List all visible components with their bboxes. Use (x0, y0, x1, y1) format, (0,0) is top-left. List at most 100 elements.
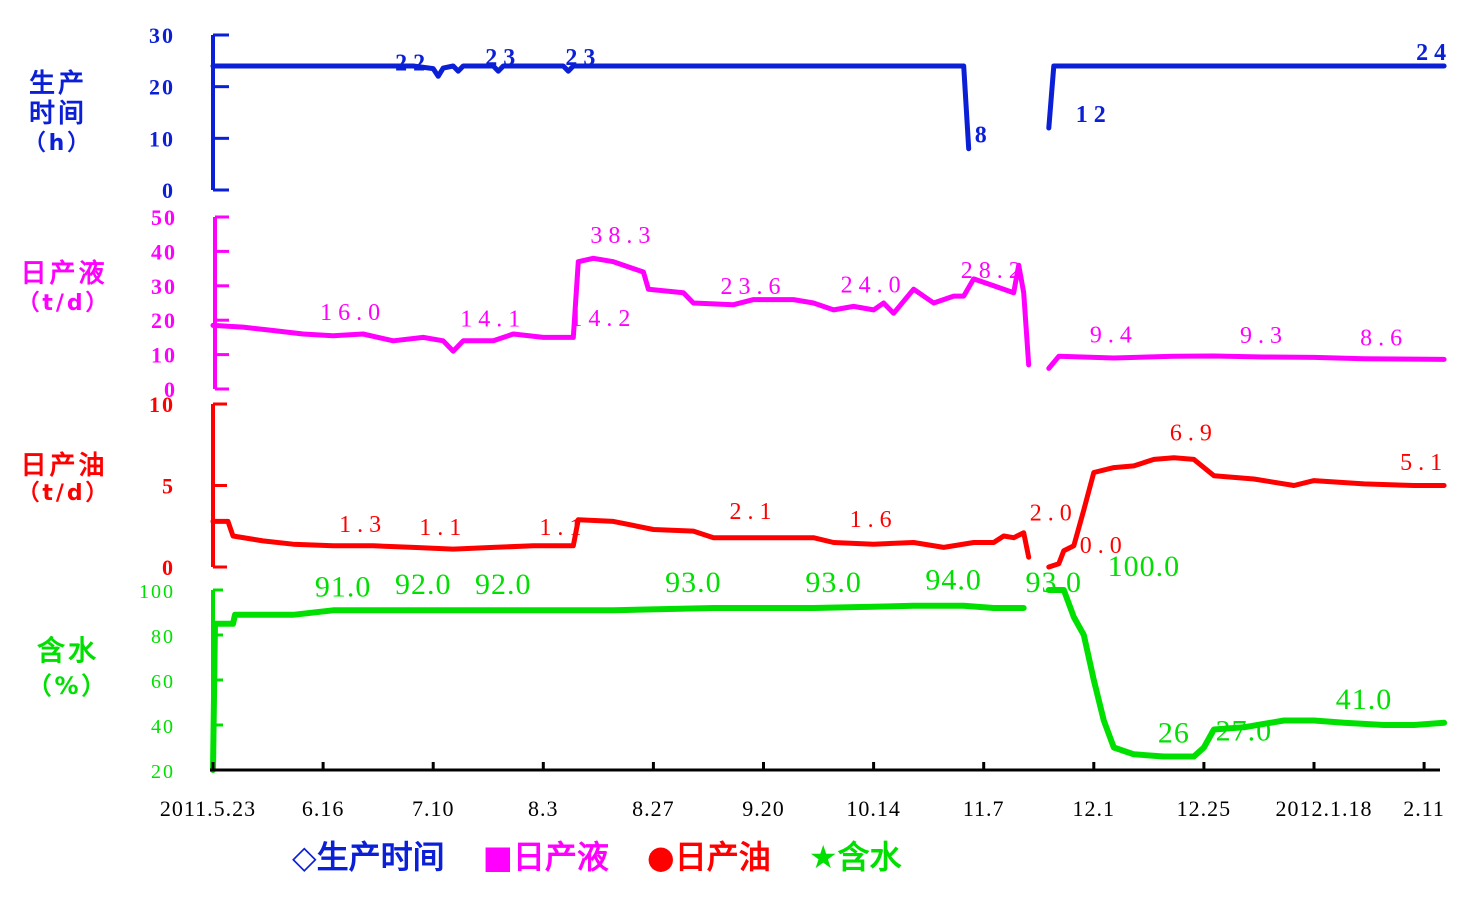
data-label-1-5: 24.0 (841, 272, 907, 298)
x-tick-label-2: 7.10 (412, 796, 455, 821)
legend-marker-liquid: ■ (482, 838, 513, 876)
data-label-1-7: 9.4 (1090, 323, 1138, 349)
panel-3: 100 80 60 40 20 含水 （%） 91.0 92.0 92.0 93.0 93.0 94.0… (27, 550, 1448, 783)
y-axis-title-2-0: 日产油 (20, 451, 107, 481)
data-label-2-0: 1.3 (339, 512, 387, 538)
data-label-1-6: 28.2 (961, 258, 1027, 284)
data-label-2-3: 2.1 (729, 499, 777, 525)
data-label-2-5: 2.0 (1030, 500, 1078, 526)
data-label-2-8: 5.1 (1400, 450, 1448, 476)
legend-marker-hours: ◇ (292, 838, 317, 876)
x-axis: 2011.5.23 6.16 7.10 8.3 8.27 9.20 10.14 11.7 12.… (160, 762, 1445, 821)
data-label-0-0: 22 (395, 50, 431, 76)
data-label-1-0: 16.0 (320, 300, 386, 326)
data-label-2-1: 1.1 (419, 515, 467, 541)
data-label-1-1: 14.1 (460, 306, 526, 332)
x-tick-label-0: 2011.5.23 (160, 796, 256, 821)
legend-label-oil: 日产油 (674, 838, 771, 876)
y-tick-label-0-1: 20 (149, 75, 175, 100)
series-2-segment-0 (210, 517, 1032, 560)
data-label-3-2: 92.0 (475, 568, 532, 601)
x-tick-label-4: 8.27 (632, 796, 675, 821)
y-tick-label-0-2: 10 (149, 126, 175, 151)
panel-1: 50 40 30 20 10 0 日产液（t/d） 16.0 14.1 38.3 14.2 23.6 2… (17, 205, 1447, 402)
y-axis-title-3-1: （%） (27, 672, 108, 700)
y-axis-title-3-0: 含水 (37, 634, 99, 667)
data-label-2-7: 6.9 (1170, 421, 1218, 447)
data-label-1-4: 23.6 (720, 274, 786, 300)
data-label-1-8: 9.3 (1240, 323, 1288, 349)
legend-label-water: 含水 (837, 838, 902, 876)
y-axis-title-1-1: （t/d） (17, 291, 110, 316)
y-axis-title-1-0: 日产液 (20, 259, 107, 289)
y-tick-label-1-3: 20 (151, 308, 177, 333)
data-label-1-2: 38.3 (590, 223, 656, 249)
data-label-3-4: 93.0 (805, 566, 862, 599)
legend-label-liquid: 日产液 (512, 838, 609, 876)
legend-marker-oil: ● (646, 838, 675, 876)
x-tick-label-8: 12.1 (1073, 796, 1116, 821)
y-tick-label-1-1: 40 (151, 239, 177, 264)
data-label-0-2: 23 (565, 45, 601, 71)
y-tick-label-3-2: 60 (151, 671, 175, 693)
y-tick-label-2-0: 10 (149, 392, 175, 417)
data-label-3-10: 41.0 (1336, 683, 1393, 716)
series-0-segment-0 (210, 63, 972, 152)
data-label-3-5: 94.0 (925, 564, 982, 597)
legend-item-hours: ◇生产时间 (292, 832, 445, 878)
x-tick-label-9: 12.25 (1177, 796, 1232, 821)
series-3-segment-1 (1045, 587, 1448, 760)
x-tick-label-5: 9.20 (742, 796, 785, 821)
series-1-segment-1 (1046, 353, 1447, 371)
y-tick-label-3-1: 80 (151, 626, 175, 648)
data-label-1-3: 14.2 (570, 306, 636, 332)
y-tick-label-3-4: 20 (151, 761, 175, 783)
y-axis-title-0-2: （h） (24, 131, 93, 156)
legend-item-oil: ●日产油 (647, 832, 771, 878)
y-tick-label-2-2: 0 (162, 555, 175, 580)
x-tick-label-11: 2.11 (1403, 796, 1445, 821)
panel-2: 10 5 0 日产油（t/d） 1.3 1.1 1.1 2.1 1.6 2.00.0 6.9 5.1 (17, 392, 1448, 580)
data-label-0-3: 8 (975, 123, 993, 149)
data-label-2-6: 0.0 (1080, 533, 1128, 559)
x-tick-label-6: 10.14 (846, 796, 901, 821)
legend-label-hours: 生产时间 (316, 838, 445, 876)
data-label-3-6: 93.0 (1026, 566, 1083, 599)
y-tick-label-1-4: 10 (151, 343, 177, 368)
data-label-0-5: 24 (1416, 40, 1452, 66)
y-tick-label-0-0: 30 (149, 23, 175, 48)
series-0-segment-1 (1046, 63, 1447, 131)
data-label-0-1: 23 (485, 45, 521, 71)
x-tick-label-3: 8.3 (528, 796, 559, 821)
y-axis-title-2-1: （t/d） (17, 481, 110, 506)
data-label-3-0: 91.0 (315, 570, 372, 603)
y-tick-label-2-1: 5 (162, 474, 175, 499)
x-tick-label-10: 2012.1.18 (1276, 796, 1373, 821)
legend-marker-water: ★ (808, 838, 838, 876)
series-3-segment-0 (210, 602, 1027, 773)
data-label-2-2: 1.1 (539, 515, 587, 541)
x-tick-label-1: 6.16 (302, 796, 345, 821)
legend-item-liquid: ■日产液 (483, 832, 609, 878)
y-tick-label-1-5: 0 (164, 377, 177, 402)
x-tick-label-7: 11.7 (963, 796, 1005, 821)
y-tick-label-1-0: 50 (151, 205, 177, 230)
data-label-0-4: 12 (1076, 102, 1112, 128)
legend: ◇生产时间 ■日产液 ●日产油 ★含水 (292, 832, 902, 878)
data-label-3-1: 92.0 (395, 568, 452, 601)
data-label-2-4: 1.6 (850, 507, 898, 533)
y-axis-title-0-0: 生产 (29, 69, 87, 99)
y-tick-label-0-3: 0 (162, 178, 175, 203)
data-label-1-9: 8.6 (1360, 325, 1408, 351)
series-2-segment-1 (1046, 455, 1447, 570)
panel-0: 30 20 10 0 生产时间（h） 22 23 23 8 12 24 (24, 23, 1452, 203)
data-label-3-9: 27.0 (1216, 714, 1273, 747)
data-label-3-3: 93.0 (665, 566, 722, 599)
data-label-3-7: 100.0 (1108, 550, 1181, 583)
y-tick-label-1-2: 30 (151, 274, 177, 299)
y-tick-label-3-0: 100 (139, 581, 175, 603)
legend-item-water: ★含水 (809, 832, 902, 878)
series-1-segment-0 (210, 255, 1032, 368)
data-label-3-8: 26 (1158, 717, 1190, 750)
